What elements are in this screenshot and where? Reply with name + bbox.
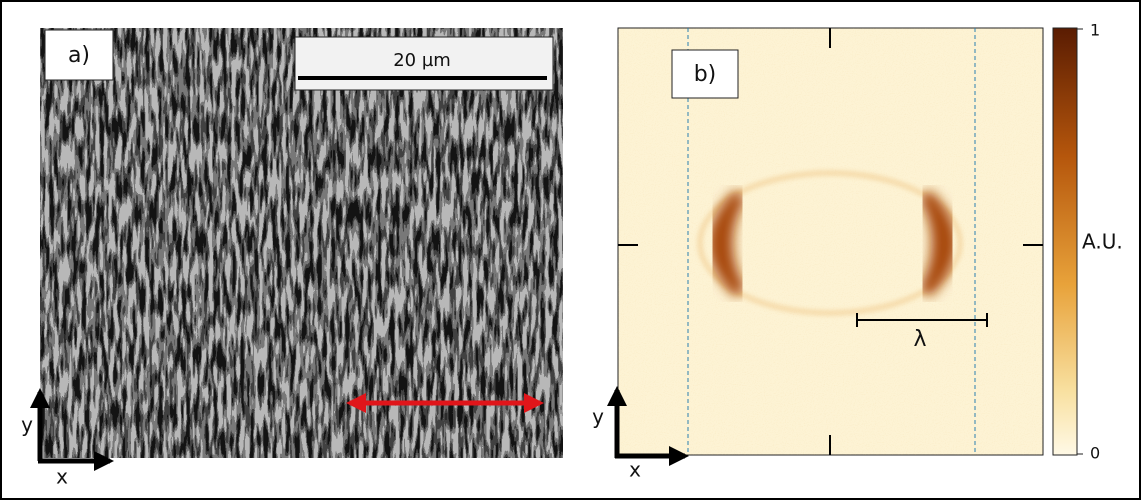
colorbar-min: 0 bbox=[1090, 444, 1100, 463]
wavelength-bar bbox=[856, 313, 988, 327]
y-label: y bbox=[592, 405, 604, 429]
colorbar-max: 1 bbox=[1090, 21, 1100, 40]
micrograph-texture bbox=[40, 28, 563, 458]
panel-label: b) bbox=[694, 62, 717, 87]
panel-label-box bbox=[671, 49, 739, 99]
wavelength-label: λ bbox=[913, 327, 926, 352]
scale-bar-box bbox=[294, 36, 554, 91]
panel-label: a) bbox=[68, 43, 90, 68]
y-label: y bbox=[21, 413, 33, 437]
fft-peak bbox=[918, 189, 957, 297]
panel-label-box bbox=[44, 29, 114, 81]
fft-ring bbox=[697, 170, 963, 316]
colorbar bbox=[1052, 27, 1078, 456]
scale-bar-label: 20 µm bbox=[393, 50, 451, 71]
fft-peak bbox=[708, 189, 747, 297]
colorbar-label: A.U. bbox=[1082, 230, 1123, 254]
x-label: x bbox=[629, 458, 641, 482]
center-ticks bbox=[618, 28, 1043, 455]
x-label: x bbox=[56, 465, 68, 489]
